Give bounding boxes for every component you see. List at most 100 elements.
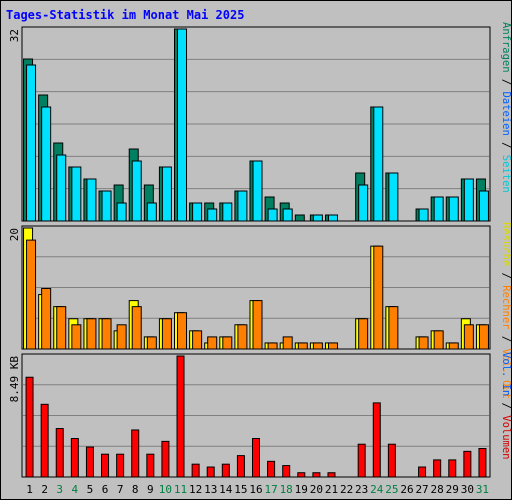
x-label-day-12: 12 (189, 483, 202, 496)
chart-bars (23, 28, 489, 478)
x-label-day-22: 22 (340, 483, 353, 496)
bar-volumen-day-16 (252, 438, 260, 478)
x-label-day-16: 16 (249, 483, 262, 496)
x-label-day-11: 11 (174, 483, 187, 496)
bar-volumen-day-31 (478, 447, 487, 478)
bar-dateien-day-9 (146, 202, 157, 222)
bar-rechner-day-15 (237, 324, 248, 350)
bar-rechner-day-29 (448, 342, 459, 350)
x-label-day-7: 7 (117, 483, 124, 496)
bar-volumen-day-13 (206, 466, 215, 478)
bar-dateien-day-14 (222, 202, 233, 222)
bar-anfragen-day-19 (294, 214, 305, 222)
bar-volumen-day-27 (418, 466, 427, 478)
bar-volumen-day-4 (70, 438, 79, 478)
bar-rechner-day-14 (222, 336, 233, 350)
bar-dateien-day-17 (267, 208, 278, 222)
bar-rechner-day-8 (131, 306, 142, 350)
bar-volumen-day-2 (40, 403, 49, 478)
bar-rechner-day-10 (161, 318, 172, 350)
bar-dateien-day-27 (418, 208, 429, 222)
chart-title: Tages-Statistik im Monat Mai 2025 (6, 8, 245, 22)
bar-dateien-day-5 (86, 178, 97, 222)
x-label-day-8: 8 (132, 483, 139, 496)
bar-rechner-day-18 (282, 336, 293, 350)
bar-volumen-day-15 (236, 455, 245, 478)
bar-volumen-day-9 (146, 453, 155, 478)
bar-dateien-day-3 (56, 154, 67, 222)
x-label-day-1: 1 (26, 483, 33, 496)
bar-rechner-day-25 (388, 306, 399, 350)
right-label-part: Vol. Out (500, 342, 512, 399)
bar-volumen-day-10 (161, 440, 170, 478)
x-label-day-30: 30 (461, 483, 474, 496)
bar-dateien-day-1 (26, 64, 37, 222)
bar-volumen-day-21 (327, 472, 336, 478)
bar-volumen-day-5 (85, 446, 94, 478)
x-label-day-10: 10 (159, 483, 172, 496)
bar-dateien-day-15 (237, 190, 248, 222)
bar-rechner-day-4 (71, 324, 82, 350)
right-label-part: Dateien (500, 85, 512, 136)
bar-dateien-day-4 (71, 166, 82, 222)
bar-volumen-day-1 (25, 376, 34, 478)
x-label-day-5: 5 (87, 483, 94, 496)
y-axis-labels: 32 20 8.49 KB (8, 29, 21, 402)
bar-volumen-day-7 (116, 453, 125, 478)
bar-dateien-day-7 (116, 202, 127, 222)
bar-rechner-day-9 (146, 336, 157, 350)
y-max-label-middle: 20 (8, 228, 21, 241)
right-label-bottom: Vol. In / Volumen (500, 352, 512, 460)
x-label-day-31: 31 (476, 483, 489, 496)
x-label-day-13: 13 (204, 483, 217, 496)
bar-dateien-day-20 (312, 214, 323, 222)
x-label-day-2: 2 (41, 483, 48, 496)
bar-dateien-day-18 (282, 208, 293, 222)
bar-rechner-day-24 (373, 245, 384, 350)
bar-rechner-day-17 (267, 342, 278, 350)
x-axis-labels: 1 2 3 4 5 6 7 8 9 10 11 12 13 14 15 16 17 18 19 20 21 22 23 24 2… (26, 483, 489, 496)
bar-dateien-day-23 (358, 184, 369, 222)
bar-volumen-day-18 (282, 465, 291, 478)
x-label-day-15: 15 (234, 483, 247, 496)
bar-volumen-day-20 (312, 472, 321, 478)
bar-volumen-day-8 (131, 429, 140, 478)
bar-rechner-day-28 (433, 330, 444, 350)
x-label-day-6: 6 (102, 483, 109, 496)
bar-volumen-day-28 (433, 459, 442, 478)
bar-dateien-day-30 (463, 178, 474, 222)
right-legend-labels: Anfragen / Dateien / Seiten Besuche / Rec… (500, 22, 512, 460)
bar-dateien-day-10 (161, 166, 172, 222)
x-label-day-27: 27 (415, 483, 428, 496)
x-label-day-21: 21 (325, 483, 338, 496)
bar-dateien-day-12 (192, 202, 203, 222)
bar-rechner-day-20 (312, 342, 323, 350)
x-label-day-9: 9 (147, 483, 154, 496)
bar-volumen-day-24 (372, 402, 381, 478)
x-label-day-25: 25 (385, 483, 398, 496)
bar-volumen-day-14 (221, 463, 230, 478)
y-max-label-bottom: 8.49 KB (8, 356, 21, 403)
bar-dateien-day-6 (101, 190, 112, 222)
right-label-part: / (500, 396, 512, 409)
bar-dateien-day-25 (388, 172, 399, 222)
bar-volumen-day-30 (463, 450, 472, 478)
bar-rechner-day-2 (41, 288, 52, 350)
right-label-part: / (500, 330, 512, 343)
x-label-day-23: 23 (355, 483, 368, 496)
x-label-day-28: 28 (431, 483, 444, 496)
right-label-part: Vol. In (500, 352, 512, 396)
right-label-part: Volumen (500, 409, 512, 460)
bar-dateien-day-11 (177, 28, 188, 222)
bar-rechner-day-19 (297, 342, 308, 350)
bar-rechner-day-23 (358, 318, 369, 350)
bar-rechner-day-5 (86, 318, 97, 350)
bar-rechner-day-7 (116, 324, 127, 350)
bar-volumen-day-25 (387, 443, 396, 478)
bar-dateien-day-8 (131, 160, 142, 222)
right-label-part: Anfragen (500, 22, 512, 73)
bar-volumen-day-6 (101, 453, 110, 478)
x-label-day-20: 20 (310, 483, 323, 496)
right-label-part: Seiten (500, 148, 512, 192)
x-label-day-14: 14 (219, 483, 233, 496)
